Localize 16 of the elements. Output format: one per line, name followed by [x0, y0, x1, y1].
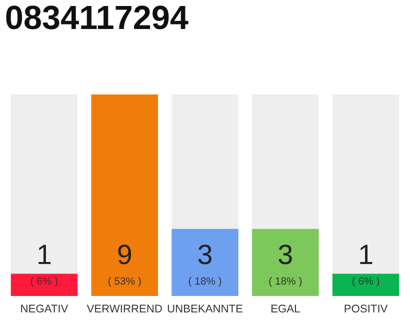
x-tick-label: EGAL [271, 304, 300, 312]
annotation: ( 53% ) [108, 277, 141, 287]
data-label: 1 [38, 244, 51, 264]
x-tick-label: UNBEKANNTE [168, 304, 242, 312]
x-tick-label: POSITIV [344, 304, 388, 312]
annotation: ( 6% ) [30, 277, 58, 287]
x-tick-label: NEGATIV [21, 304, 68, 312]
data-label: 3 [278, 244, 292, 264]
annotation: ( 18% ) [188, 277, 222, 287]
data-label: 1 [360, 244, 372, 264]
data-label: 3 [198, 244, 212, 264]
x-tick-label: VERWIRREND [86, 304, 162, 312]
data-label: 9 [118, 244, 132, 264]
chart-title: 0834117294 [6, 6, 188, 30]
annotation: ( 18% ) [269, 277, 302, 287]
annotation: ( 6% ) [352, 277, 380, 287]
